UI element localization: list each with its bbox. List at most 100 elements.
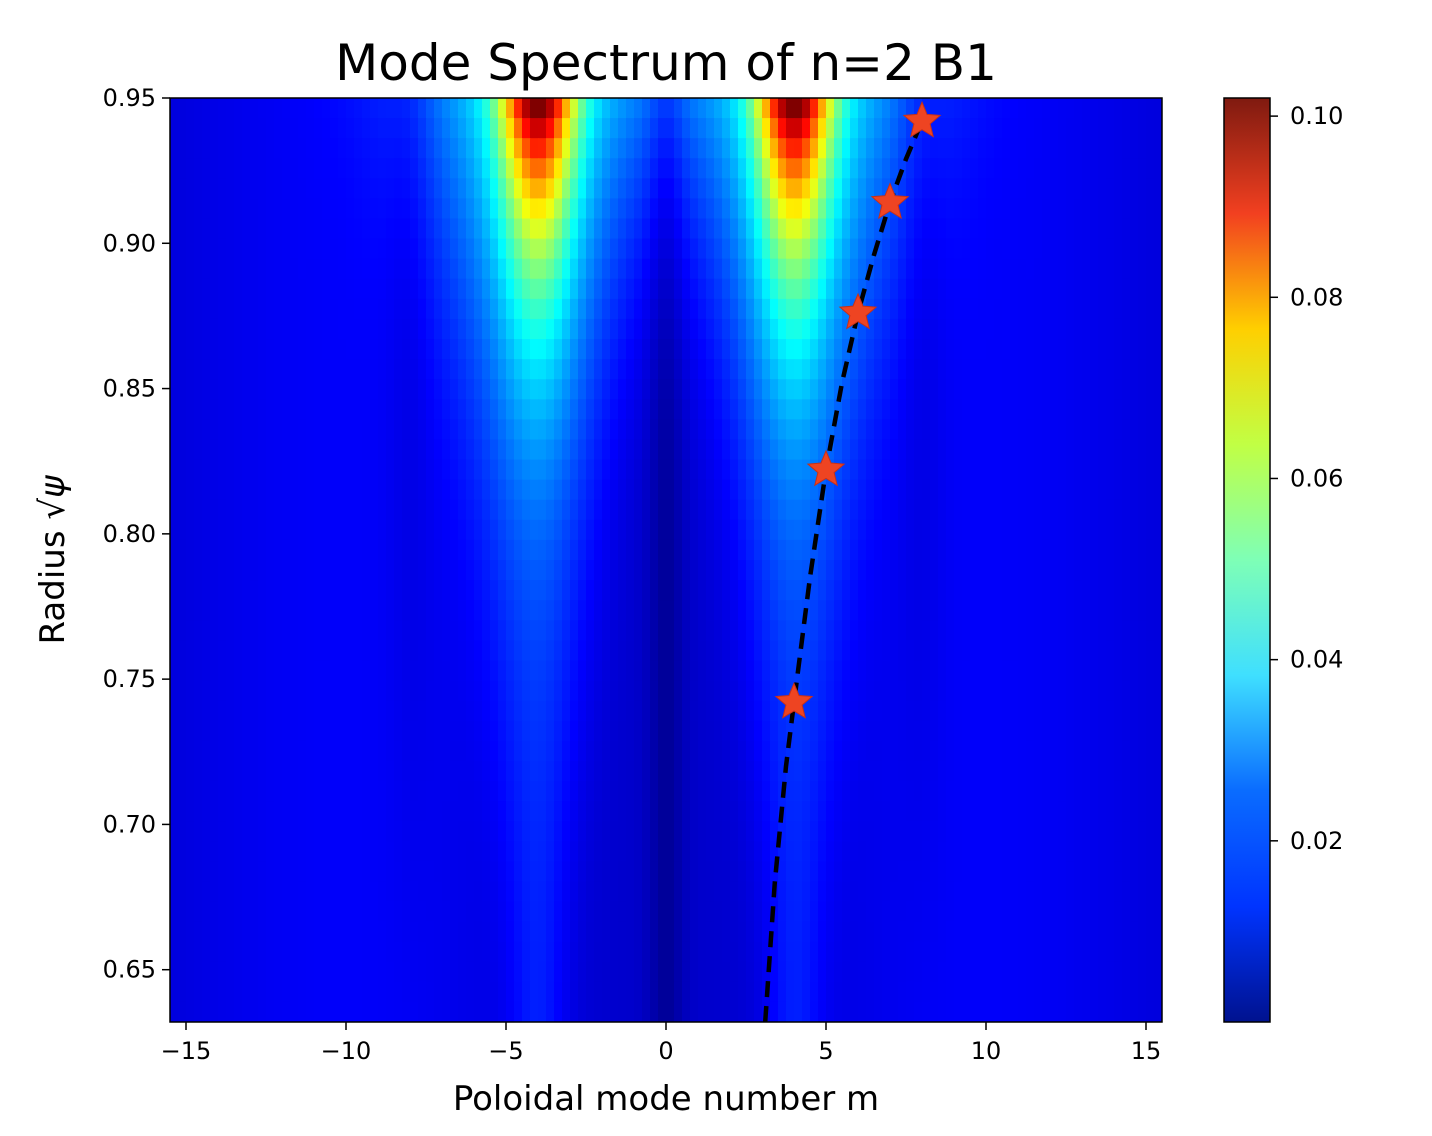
heatmap-cell [1114, 238, 1123, 260]
heatmap-cell [266, 238, 275, 260]
heatmap-cell [658, 298, 667, 320]
heatmap-cell [570, 640, 579, 662]
heatmap-cell [1106, 801, 1115, 822]
heatmap-cell [690, 560, 699, 581]
heatmap-cell [762, 640, 771, 662]
heatmap-cell [234, 901, 243, 923]
heatmap-cell [346, 600, 355, 621]
heatmap-cell [594, 600, 603, 621]
heatmap-cell [714, 620, 723, 641]
heatmap-cell [682, 740, 691, 762]
heatmap-cell [394, 640, 403, 662]
heatmap-cell [370, 580, 379, 601]
heatmap-cell [538, 600, 547, 621]
heatmap-cell [266, 780, 275, 802]
heatmap-cell [210, 700, 219, 722]
heatmap-cell [338, 861, 347, 882]
heatmap-cell [1018, 359, 1027, 380]
heatmap-cell [874, 98, 883, 119]
heatmap-cell [642, 238, 651, 260]
heatmap-cell [322, 198, 331, 220]
heatmap-cell [458, 801, 467, 822]
heatmap-cell [186, 178, 195, 200]
heatmap-cell [746, 620, 755, 641]
heatmap-cell [362, 861, 371, 882]
heatmap-cell [442, 680, 451, 702]
heatmap-cell [642, 318, 651, 340]
heatmap-cell [170, 459, 179, 481]
heatmap-cell [234, 600, 243, 621]
heatmap-cell [578, 439, 587, 461]
heatmap-cell [202, 740, 211, 762]
heatmap-cell [714, 479, 723, 501]
heatmap-cell [594, 419, 603, 441]
heatmap-cell [258, 740, 267, 762]
heatmap-cell [858, 580, 867, 601]
heatmap-cell [610, 238, 619, 260]
heatmap-cell [354, 901, 363, 923]
heatmap-cell [1026, 198, 1035, 220]
heatmap-cell [1130, 760, 1139, 782]
heatmap-cell [402, 459, 411, 481]
heatmap-cell [850, 801, 859, 822]
heatmap-cell [1106, 479, 1115, 501]
heatmap-cell [498, 359, 507, 380]
heatmap-cell [810, 720, 819, 742]
heatmap-cell [874, 861, 883, 882]
heatmap-cell [594, 298, 603, 320]
heatmap-cell [674, 419, 683, 441]
heatmap-cell [482, 118, 491, 139]
heatmap-cell [178, 258, 187, 280]
heatmap-cell [1122, 339, 1131, 360]
heatmap-cell [266, 298, 275, 320]
heatmap-cell [1154, 720, 1162, 742]
heatmap-cell [586, 419, 595, 441]
heatmap-cell [826, 218, 835, 240]
heatmap-cell [210, 780, 219, 802]
heatmap-cell [522, 298, 531, 320]
heatmap-cell [242, 218, 251, 240]
heatmap-cell [442, 560, 451, 581]
heatmap-cell [890, 158, 899, 179]
heatmap-cell [274, 339, 283, 360]
heatmap-cell [858, 801, 867, 822]
heatmap-cell [810, 118, 819, 139]
heatmap-cell [1042, 760, 1051, 782]
heatmap-cell [354, 359, 363, 380]
heatmap-cell [410, 801, 419, 822]
heatmap-cell [778, 841, 787, 862]
heatmap-cell [962, 138, 971, 159]
heatmap-cell [218, 318, 227, 340]
heatmap-cell [450, 359, 459, 380]
heatmap-cell [562, 298, 571, 320]
heatmap-cell [218, 138, 227, 159]
heatmap-cell [354, 118, 363, 139]
heatmap-cell [914, 560, 923, 581]
heatmap-cell [170, 198, 179, 220]
heatmap-cell [434, 801, 443, 822]
heatmap-cell [634, 881, 643, 903]
heatmap-cell [210, 539, 219, 561]
heatmap-cell [370, 881, 379, 903]
heatmap-cell [314, 780, 323, 802]
heatmap-cell [602, 459, 611, 481]
heatmap-cell [466, 881, 475, 903]
heatmap-cell [1034, 238, 1043, 260]
heatmap-cell [290, 600, 299, 621]
heatmap-cell [530, 881, 539, 903]
heatmap-cell [954, 459, 963, 481]
heatmap-cell [554, 238, 563, 260]
heatmap-cell [1034, 399, 1043, 420]
heatmap-cell [346, 178, 355, 200]
heatmap-cell [666, 841, 675, 862]
heatmap-cell [610, 419, 619, 441]
heatmap-cell [1130, 620, 1139, 641]
heatmap-cell [1138, 198, 1147, 220]
heatmap-cell [1138, 740, 1147, 762]
heatmap-cell [994, 580, 1003, 601]
heatmap-cell [730, 439, 739, 461]
heatmap-cell [658, 479, 667, 501]
heatmap-cell [978, 298, 987, 320]
heatmap-cell [1130, 198, 1139, 220]
heatmap-cell [730, 278, 739, 300]
